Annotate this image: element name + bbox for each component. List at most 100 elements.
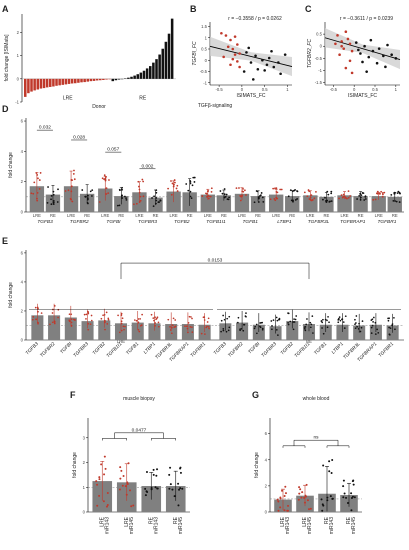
g-point: [329, 495, 332, 498]
e-point-re: [354, 327, 357, 330]
d-point-lre: [36, 191, 39, 194]
d-point-lre: [172, 185, 175, 188]
d-gene-label: TGFB3: [37, 219, 53, 225]
f-group-label: LRE: [124, 516, 130, 526]
c-point-lre: [348, 59, 352, 63]
e-p-value: 0.0153: [208, 258, 223, 264]
f-point: [181, 487, 184, 490]
f-point: [168, 487, 171, 490]
d-point-re: [287, 195, 290, 198]
e-point-lre: [152, 317, 155, 319]
e-bar-lre: [165, 324, 178, 340]
e-point-re: [370, 332, 373, 334]
b-point-re: [261, 58, 264, 62]
f-point: [103, 455, 106, 458]
e-point-re: [225, 330, 228, 333]
e-bar-lre: [48, 315, 61, 340]
d-point-re: [396, 192, 399, 194]
d-point-re: [185, 183, 188, 185]
e-point-re: [278, 318, 280, 321]
d-point-re: [359, 196, 362, 199]
d-point-re: [121, 194, 124, 197]
e-point-re: [357, 327, 360, 330]
d-point-lre: [380, 190, 383, 193]
f-mirna-label: miR143: [104, 517, 110, 534]
d-point-lre: [67, 189, 70, 192]
f-point: [177, 504, 180, 507]
e-point-lre: [70, 318, 73, 321]
d-point-re: [152, 205, 155, 208]
g-group-label: LRE: [280, 516, 286, 526]
f-point: [179, 466, 182, 469]
e-point-lre: [208, 327, 210, 330]
b-x-tick-label: 0: [241, 87, 244, 92]
d-gene-label: TGFBR3: [138, 219, 157, 225]
d-point-re: [125, 198, 128, 201]
e-point-re: [388, 326, 390, 329]
f-point: [127, 462, 130, 465]
a-bar: [39, 78, 43, 89]
d-group-label: RE: [118, 213, 124, 218]
f-y-tick-label: 1: [83, 485, 86, 490]
d-point-lre: [306, 195, 309, 198]
e-point-lre: [87, 328, 90, 331]
d-point-re: [118, 204, 121, 207]
d-point-re: [324, 196, 326, 199]
e-point-lre: [31, 318, 34, 321]
d-point-lre: [313, 197, 316, 200]
d-point-re: [151, 197, 153, 199]
c-point-re: [357, 48, 360, 52]
e-point-lre: [120, 320, 123, 323]
d-point-lre: [170, 180, 172, 182]
e-point-re: [259, 326, 262, 329]
f-mirna-label: miR145: [178, 517, 184, 534]
d-point-re: [390, 193, 393, 196]
d-point-lre: [309, 196, 312, 199]
d-point-lre: [103, 174, 106, 177]
d-gene-label: TGFB2: [174, 219, 190, 225]
e-point-lre: [37, 322, 39, 325]
d-point-lre: [338, 197, 340, 200]
e-point-lre: [184, 325, 186, 327]
e-gene-label: TGFB3: [213, 341, 228, 356]
e-point-lre: [57, 316, 59, 319]
d-p-value: 0.002: [141, 163, 153, 169]
a-bar: [170, 18, 174, 79]
e-point-lre: [150, 313, 153, 316]
a-bar: [155, 59, 158, 79]
e-point-re: [223, 318, 226, 321]
e-point-lre: [154, 322, 157, 324]
f-point: [96, 483, 99, 486]
e-gene-label: TGFBR1: [189, 341, 207, 359]
f-group-label: LRE: [99, 516, 105, 526]
g-point: [299, 488, 302, 491]
b-point-re: [249, 61, 253, 64]
d-point-re: [124, 195, 126, 198]
e-point-lre: [206, 321, 209, 323]
d-point-re: [50, 198, 52, 201]
e-significance-bracket: [120, 262, 310, 280]
e-point-re: [275, 316, 278, 319]
d-point-re: [228, 196, 231, 199]
f-point: [121, 484, 124, 487]
d-point-lre: [71, 200, 74, 203]
d-point-lre: [279, 188, 282, 191]
f-point: [132, 504, 135, 507]
e-point-lre: [104, 320, 106, 323]
d-point-re: [91, 195, 93, 197]
a-bar: [42, 78, 46, 89]
a-bar: [58, 78, 61, 86]
e-point-lre: [204, 333, 206, 335]
g-significance-bracket: [293, 439, 339, 446]
d-point-lre: [176, 184, 179, 187]
e-point-lre: [191, 317, 193, 320]
d-point-lre: [70, 185, 73, 188]
b-point-re: [245, 51, 248, 54]
d-point-lre: [238, 187, 240, 189]
f-point: [118, 488, 121, 491]
d-point-re: [256, 190, 259, 193]
g-point: [284, 485, 287, 488]
d-point-re: [330, 200, 333, 203]
d-bar-re: [250, 196, 266, 212]
g-point: [350, 492, 353, 495]
